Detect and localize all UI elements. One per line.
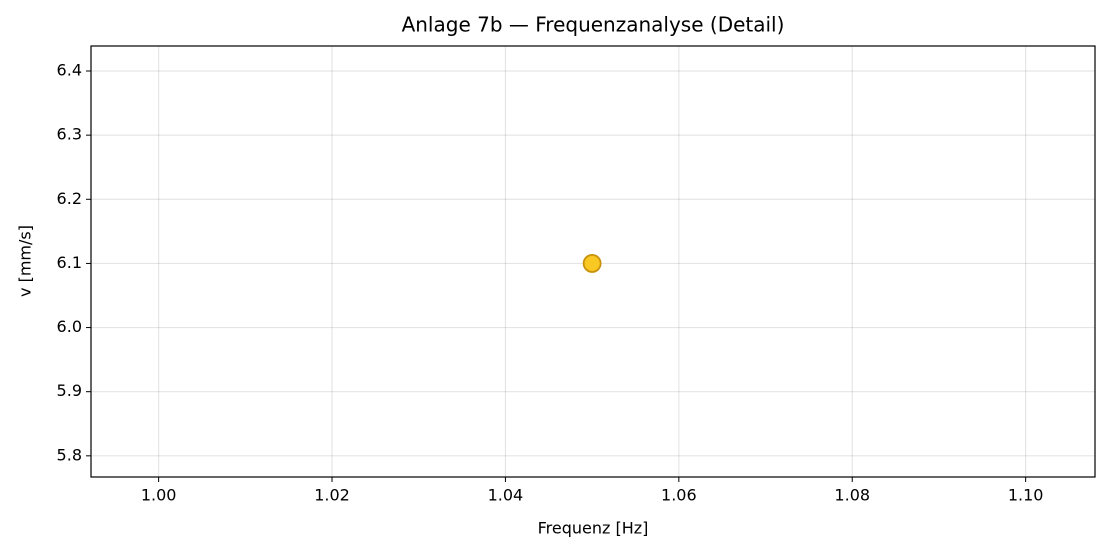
x-tick-label: 1.00 bbox=[141, 486, 177, 505]
x-tick-label: 1.08 bbox=[834, 486, 870, 505]
point bbox=[582, 254, 602, 273]
y-tick-label: 6.3 bbox=[57, 125, 82, 144]
y-tick-label: 6.1 bbox=[57, 253, 82, 272]
y-tick-label: 6.0 bbox=[57, 317, 82, 336]
x-axis-label: Frequenz [Hz] bbox=[538, 519, 649, 538]
x-tick-label: 1.02 bbox=[314, 486, 350, 505]
y-tick-label: 5.8 bbox=[57, 445, 82, 464]
plot-frame bbox=[90, 45, 1096, 478]
x-tick-label: 1.10 bbox=[1008, 486, 1044, 505]
y-tick-label: 6.4 bbox=[57, 61, 82, 80]
x-tick-label: 1.06 bbox=[661, 486, 697, 505]
y-tick-label: 5.9 bbox=[57, 381, 82, 400]
x-tick-label: 1.04 bbox=[488, 486, 524, 505]
y-tick-label: 6.2 bbox=[57, 189, 82, 208]
chart-title: Anlage 7b — Frequenzanalyse (Detail) bbox=[402, 13, 785, 37]
y-axis-label: v [mm/s] bbox=[16, 225, 35, 297]
